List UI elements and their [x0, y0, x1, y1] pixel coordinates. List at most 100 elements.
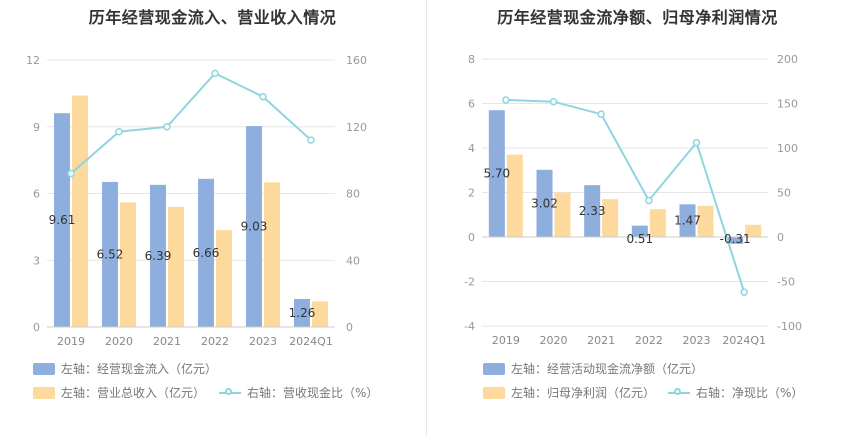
line-point [115, 128, 123, 136]
y-tick-left: 0 [33, 321, 40, 334]
line-point [597, 110, 605, 118]
legend-label: 左轴：经营现金流入（亿元） [61, 362, 218, 376]
bar-series2 [697, 205, 714, 237]
line-series [505, 98, 746, 293]
y-tick-left: 8 [468, 53, 475, 66]
y-tick-right: 0 [777, 231, 784, 244]
legend-swatch [483, 362, 505, 375]
data-label: 2.33 [579, 204, 606, 218]
y-tick-left: 12 [26, 54, 40, 67]
y-tick-right: 40 [346, 254, 360, 267]
x-tick-label: 2021 [587, 334, 615, 347]
y-tick-left: -4 [464, 320, 475, 333]
panel-divider [426, 0, 427, 437]
line-point [163, 123, 171, 131]
line-point [307, 136, 315, 144]
legend-label: 右轴：净现比（%） [696, 386, 804, 400]
data-label: 1.26 [289, 306, 316, 320]
legend-line-marker [219, 387, 241, 399]
y-tick-right: 200 [777, 53, 798, 66]
x-tick-label: 2021 [153, 335, 181, 348]
bar-series2 [168, 206, 184, 327]
y-tick-left: 9 [33, 121, 40, 134]
x-tick-label: 2024Q1 [722, 334, 766, 347]
x-tick-label: 2022 [635, 334, 663, 347]
y-tick-right: 50 [777, 187, 791, 200]
chart-title: 历年经营现金流净额、归母净利润情况 [497, 8, 778, 27]
bar-series1 [54, 113, 70, 328]
y-tick-left: 6 [468, 98, 475, 111]
bar-series1 [102, 181, 118, 327]
legend-label: 左轴：经营活动现金流净额（亿元） [511, 362, 704, 376]
bar-series2 [216, 230, 232, 327]
legend-label: 左轴：归母净利润（亿元） [511, 386, 656, 400]
y-tick-right: -100 [777, 320, 802, 333]
bar-series2 [120, 202, 136, 327]
line-point [67, 169, 75, 178]
y-tick-left: 3 [33, 254, 40, 267]
bar-series1 [488, 110, 505, 237]
y-tick-right: -50 [777, 276, 795, 289]
y-tick-right: 160 [346, 54, 367, 67]
bar-series2 [72, 95, 88, 327]
x-tick-label: 2019 [57, 335, 85, 348]
legend-item-series1[interactable]: 左轴：经营现金流入（亿元） [33, 360, 217, 377]
bar-series1 [631, 225, 648, 237]
x-tick-label: 2023 [249, 335, 277, 348]
legend-item-series3[interactable]: 右轴：净现比（%） [668, 384, 803, 401]
bar-series1 [246, 126, 262, 328]
legend-item-series2[interactable]: 左轴：归母净利润（亿元） [483, 384, 655, 401]
legend-swatch [483, 386, 505, 399]
y-tick-right: 0 [346, 321, 353, 334]
y-tick-left: 4 [468, 142, 475, 155]
data-label: 1.47 [674, 214, 701, 228]
y-tick-left: 2 [468, 187, 475, 200]
legend-item-series3[interactable]: 右轴：营收现金比（%） [219, 384, 378, 401]
y-tick-right: 150 [777, 98, 798, 111]
data-label: 9.61 [49, 213, 76, 227]
data-label: 0.51 [626, 232, 653, 246]
legend-swatch [33, 362, 55, 375]
data-label: -0.31 [720, 232, 751, 246]
bar-series2 [745, 224, 762, 237]
legend-item-series2[interactable]: 左轴：营业总收入（亿元） [33, 384, 205, 401]
bar-series1 [679, 204, 696, 237]
bar-series1 [584, 185, 601, 237]
bar-series2 [506, 154, 523, 237]
x-tick-label: 2023 [683, 334, 711, 347]
data-label: 6.39 [145, 249, 172, 263]
line-point [692, 138, 701, 147]
line-point [645, 196, 653, 205]
x-tick-label: 2020 [105, 335, 133, 348]
legend-item-series1[interactable]: 左轴：经营活动现金流净额（亿元） [483, 360, 703, 377]
line-point [740, 288, 748, 296]
data-label: 3.02 [531, 196, 558, 210]
line-point [259, 92, 267, 101]
bar-series1 [536, 169, 553, 237]
bar-series2 [312, 301, 328, 327]
bar-series1 [727, 237, 744, 244]
line-point [502, 96, 510, 104]
data-label: 6.52 [97, 247, 124, 261]
y-tick-left: 0 [468, 231, 475, 244]
y-tick-right: 120 [346, 121, 367, 134]
chart-svg: -4 -2 0 2 4 6 8 -100 -50 0 50 100 150 200 2019 2020 2021… [464, 53, 802, 347]
x-tick-label: 2024Q1 [289, 335, 333, 348]
legend-swatch [33, 386, 55, 399]
chart-title: 历年经营现金流入、营业收入情况 [88, 8, 337, 27]
data-label: 5.70 [483, 167, 510, 181]
bar-series1 [198, 178, 214, 327]
y-tick-right: 100 [777, 142, 798, 155]
x-tick-label: 2020 [540, 334, 568, 347]
legend-label: 左轴：营业总收入（亿元） [61, 386, 206, 400]
chart-panel-right: 历年经营现金流净额、归母净利润情况 -4 -2 0 2 4 6 8 -100 -50 0 50 100… [425, 0, 850, 437]
bar-series1 [150, 184, 166, 327]
bar-series2 [602, 199, 619, 237]
y-tick-left: -2 [464, 276, 475, 289]
line-series [70, 72, 312, 175]
legend-label: 右轴：营收现金比（%） [247, 386, 379, 400]
x-tick-label: 2022 [201, 335, 229, 348]
bar-series2 [554, 192, 571, 237]
bar-series2 [649, 209, 666, 237]
